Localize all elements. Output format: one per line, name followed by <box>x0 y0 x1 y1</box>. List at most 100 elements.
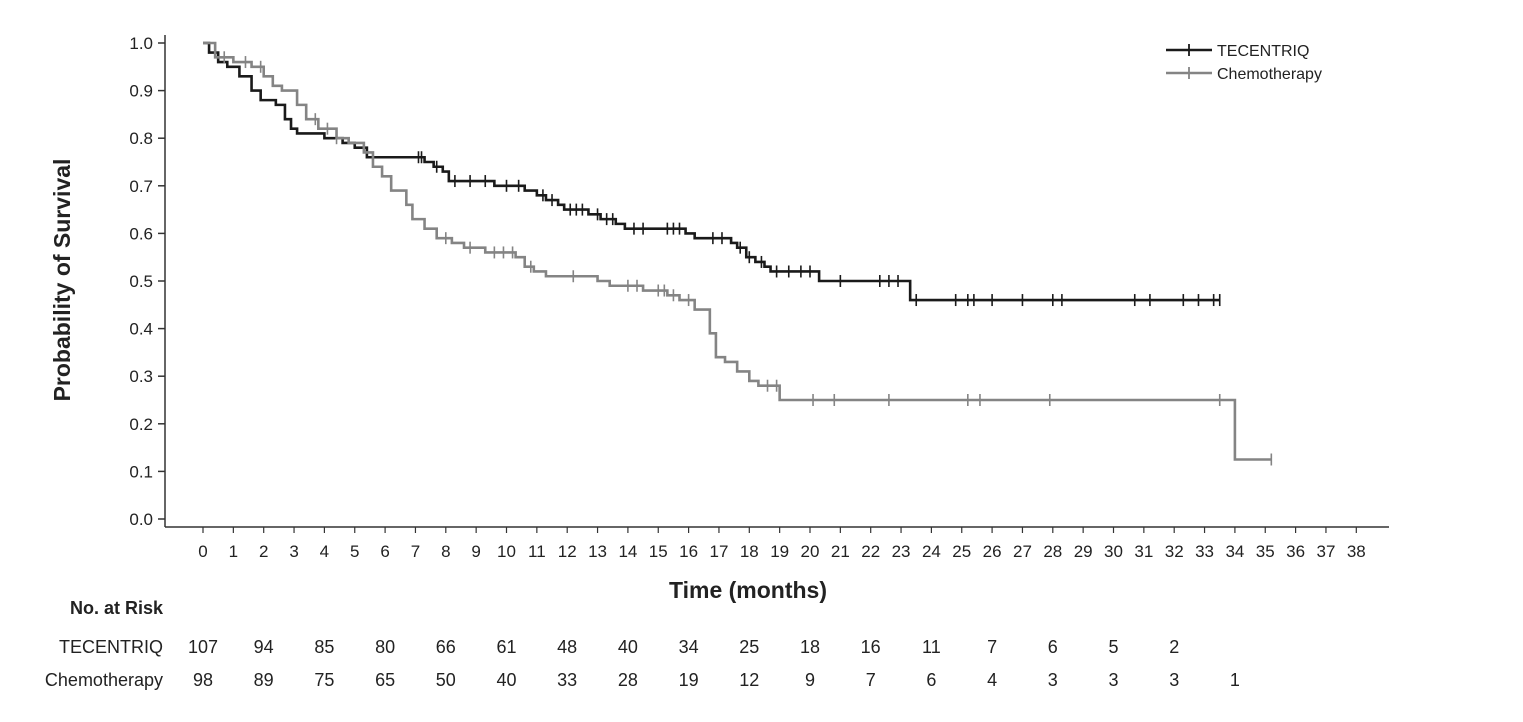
risk-value: 18 <box>800 637 820 657</box>
risk-row-label-tecentriq: TECENTRIQ <box>59 637 163 657</box>
risk-values: 107 94 85 80 66 61 48 40 34 25 18 16 11 7 6 5 298 89 75 65 5… <box>188 637 1240 690</box>
risk-value: 2 <box>1169 637 1179 657</box>
risk-table: No. at Risk TECENTRIQ Chemotherapy 107 94… <box>45 598 1240 690</box>
risk-value: 80 <box>375 637 395 657</box>
risk-value: 9 <box>805 670 815 690</box>
x-tick-label: 14 <box>618 542 637 561</box>
y-tick-label: 0.9 <box>129 82 153 101</box>
y-tick-label: 0.6 <box>129 224 153 243</box>
y-ticks: 0.0 0.1 0.2 0.3 0.4 0.5 0.6 0.7 0.8 0.9 1.0 <box>129 34 165 529</box>
x-tick-label: 0 <box>198 542 207 561</box>
risk-value: 6 <box>1048 637 1058 657</box>
legend: TECENTRIQ Chemotherapy <box>1166 43 1322 83</box>
x-tick-label: 37 <box>1316 542 1335 561</box>
x-tick-label: 36 <box>1286 542 1305 561</box>
x-tick-label: 8 <box>441 542 450 561</box>
x-tick-label: 6 <box>380 542 389 561</box>
risk-value: 94 <box>254 637 274 657</box>
x-tick-label: 38 <box>1347 542 1366 561</box>
x-tick-label: 25 <box>952 542 971 561</box>
risk-value: 75 <box>314 670 334 690</box>
x-tick-label: 32 <box>1165 542 1184 561</box>
x-tick-label: 1 <box>229 542 238 561</box>
risk-value: 4 <box>987 670 997 690</box>
risk-value: 6 <box>926 670 936 690</box>
y-tick-label: 0.3 <box>129 367 153 386</box>
x-tick-label: 28 <box>1043 542 1062 561</box>
risk-value: 48 <box>557 637 577 657</box>
x-tick-label: 3 <box>289 542 298 561</box>
x-tick-label: 2 <box>259 542 268 561</box>
risk-value: 65 <box>375 670 395 690</box>
risk-value: 19 <box>679 670 699 690</box>
x-tick-label: 21 <box>831 542 850 561</box>
risk-value: 40 <box>496 670 516 690</box>
risk-value: 1 <box>1230 670 1240 690</box>
risk-value: 3 <box>1108 670 1118 690</box>
risk-value: 50 <box>436 670 456 690</box>
y-axis-title: Probability of Survival <box>49 159 75 402</box>
risk-table-header: No. at Risk <box>70 598 164 618</box>
risk-value: 5 <box>1108 637 1118 657</box>
x-tick-label: 17 <box>709 542 728 561</box>
y-tick-label: 0.8 <box>129 129 153 148</box>
x-tick-label: 31 <box>1134 542 1153 561</box>
y-tick-label: 0.0 <box>129 510 153 529</box>
x-tick-label: 11 <box>528 542 546 561</box>
y-tick-label: 0.5 <box>129 272 153 291</box>
x-tick-label: 29 <box>1074 542 1093 561</box>
risk-value: 34 <box>679 637 699 657</box>
y-tick-label: 0.4 <box>129 320 153 339</box>
axes <box>164 35 1389 528</box>
risk-value: 107 <box>188 637 218 657</box>
x-tick-label: 18 <box>740 542 759 561</box>
risk-row-label-chemotherapy: Chemotherapy <box>45 670 163 690</box>
legend-label-tecentriq: TECENTRIQ <box>1217 43 1309 60</box>
x-axis-title: Time (months) <box>669 577 827 603</box>
x-tick-label: 34 <box>1225 542 1244 561</box>
risk-value: 40 <box>618 637 638 657</box>
x-tick-label: 20 <box>801 542 820 561</box>
x-tick-label: 33 <box>1195 542 1214 561</box>
risk-value: 66 <box>436 637 456 657</box>
y-tick-label: 0.7 <box>129 177 153 196</box>
y-tick-label: 0.1 <box>129 462 153 481</box>
x-tick-label: 26 <box>983 542 1002 561</box>
y-tick-label: 1.0 <box>129 34 153 53</box>
series-line-tecentriq <box>203 41 1220 302</box>
x-tick-label: 35 <box>1256 542 1275 561</box>
risk-value: 12 <box>739 670 759 690</box>
risk-value: 7 <box>987 637 997 657</box>
x-tick-label: 23 <box>892 542 911 561</box>
x-tick-label: 10 <box>497 542 516 561</box>
x-tick-label: 24 <box>922 542 941 561</box>
x-tick-label: 15 <box>649 542 668 561</box>
risk-value: 28 <box>618 670 638 690</box>
x-tick-label: 12 <box>558 542 577 561</box>
x-tick-label: 22 <box>861 542 880 561</box>
risk-value: 3 <box>1169 670 1179 690</box>
y-tick-label: 0.2 <box>129 415 153 434</box>
x-tick-label: 4 <box>320 542 329 561</box>
risk-value: 3 <box>1048 670 1058 690</box>
risk-value: 16 <box>861 637 881 657</box>
x-tick-label: 27 <box>1013 542 1032 561</box>
risk-value: 85 <box>314 637 334 657</box>
legend-label-chemotherapy: Chemotherapy <box>1217 66 1322 83</box>
risk-value: 61 <box>496 637 516 657</box>
x-tick-label: 19 <box>770 542 789 561</box>
series-line-chemotherapy <box>203 41 1272 461</box>
x-tick-label: 13 <box>588 542 607 561</box>
risk-value: 25 <box>739 637 759 657</box>
series-group <box>203 41 1273 466</box>
risk-value: 7 <box>866 670 876 690</box>
x-tick-label: 5 <box>350 542 359 561</box>
risk-value: 89 <box>254 670 274 690</box>
risk-value: 98 <box>193 670 213 690</box>
x-ticks: 0 1 2 3 4 5 6 7 8 9 10 11 12 13 14 15 16 17 18 19 20 21 22 23 24… <box>198 527 1366 561</box>
x-tick-label: 16 <box>679 542 698 561</box>
risk-value: 11 <box>922 637 941 657</box>
risk-value: 33 <box>557 670 577 690</box>
x-tick-label: 7 <box>411 542 420 561</box>
